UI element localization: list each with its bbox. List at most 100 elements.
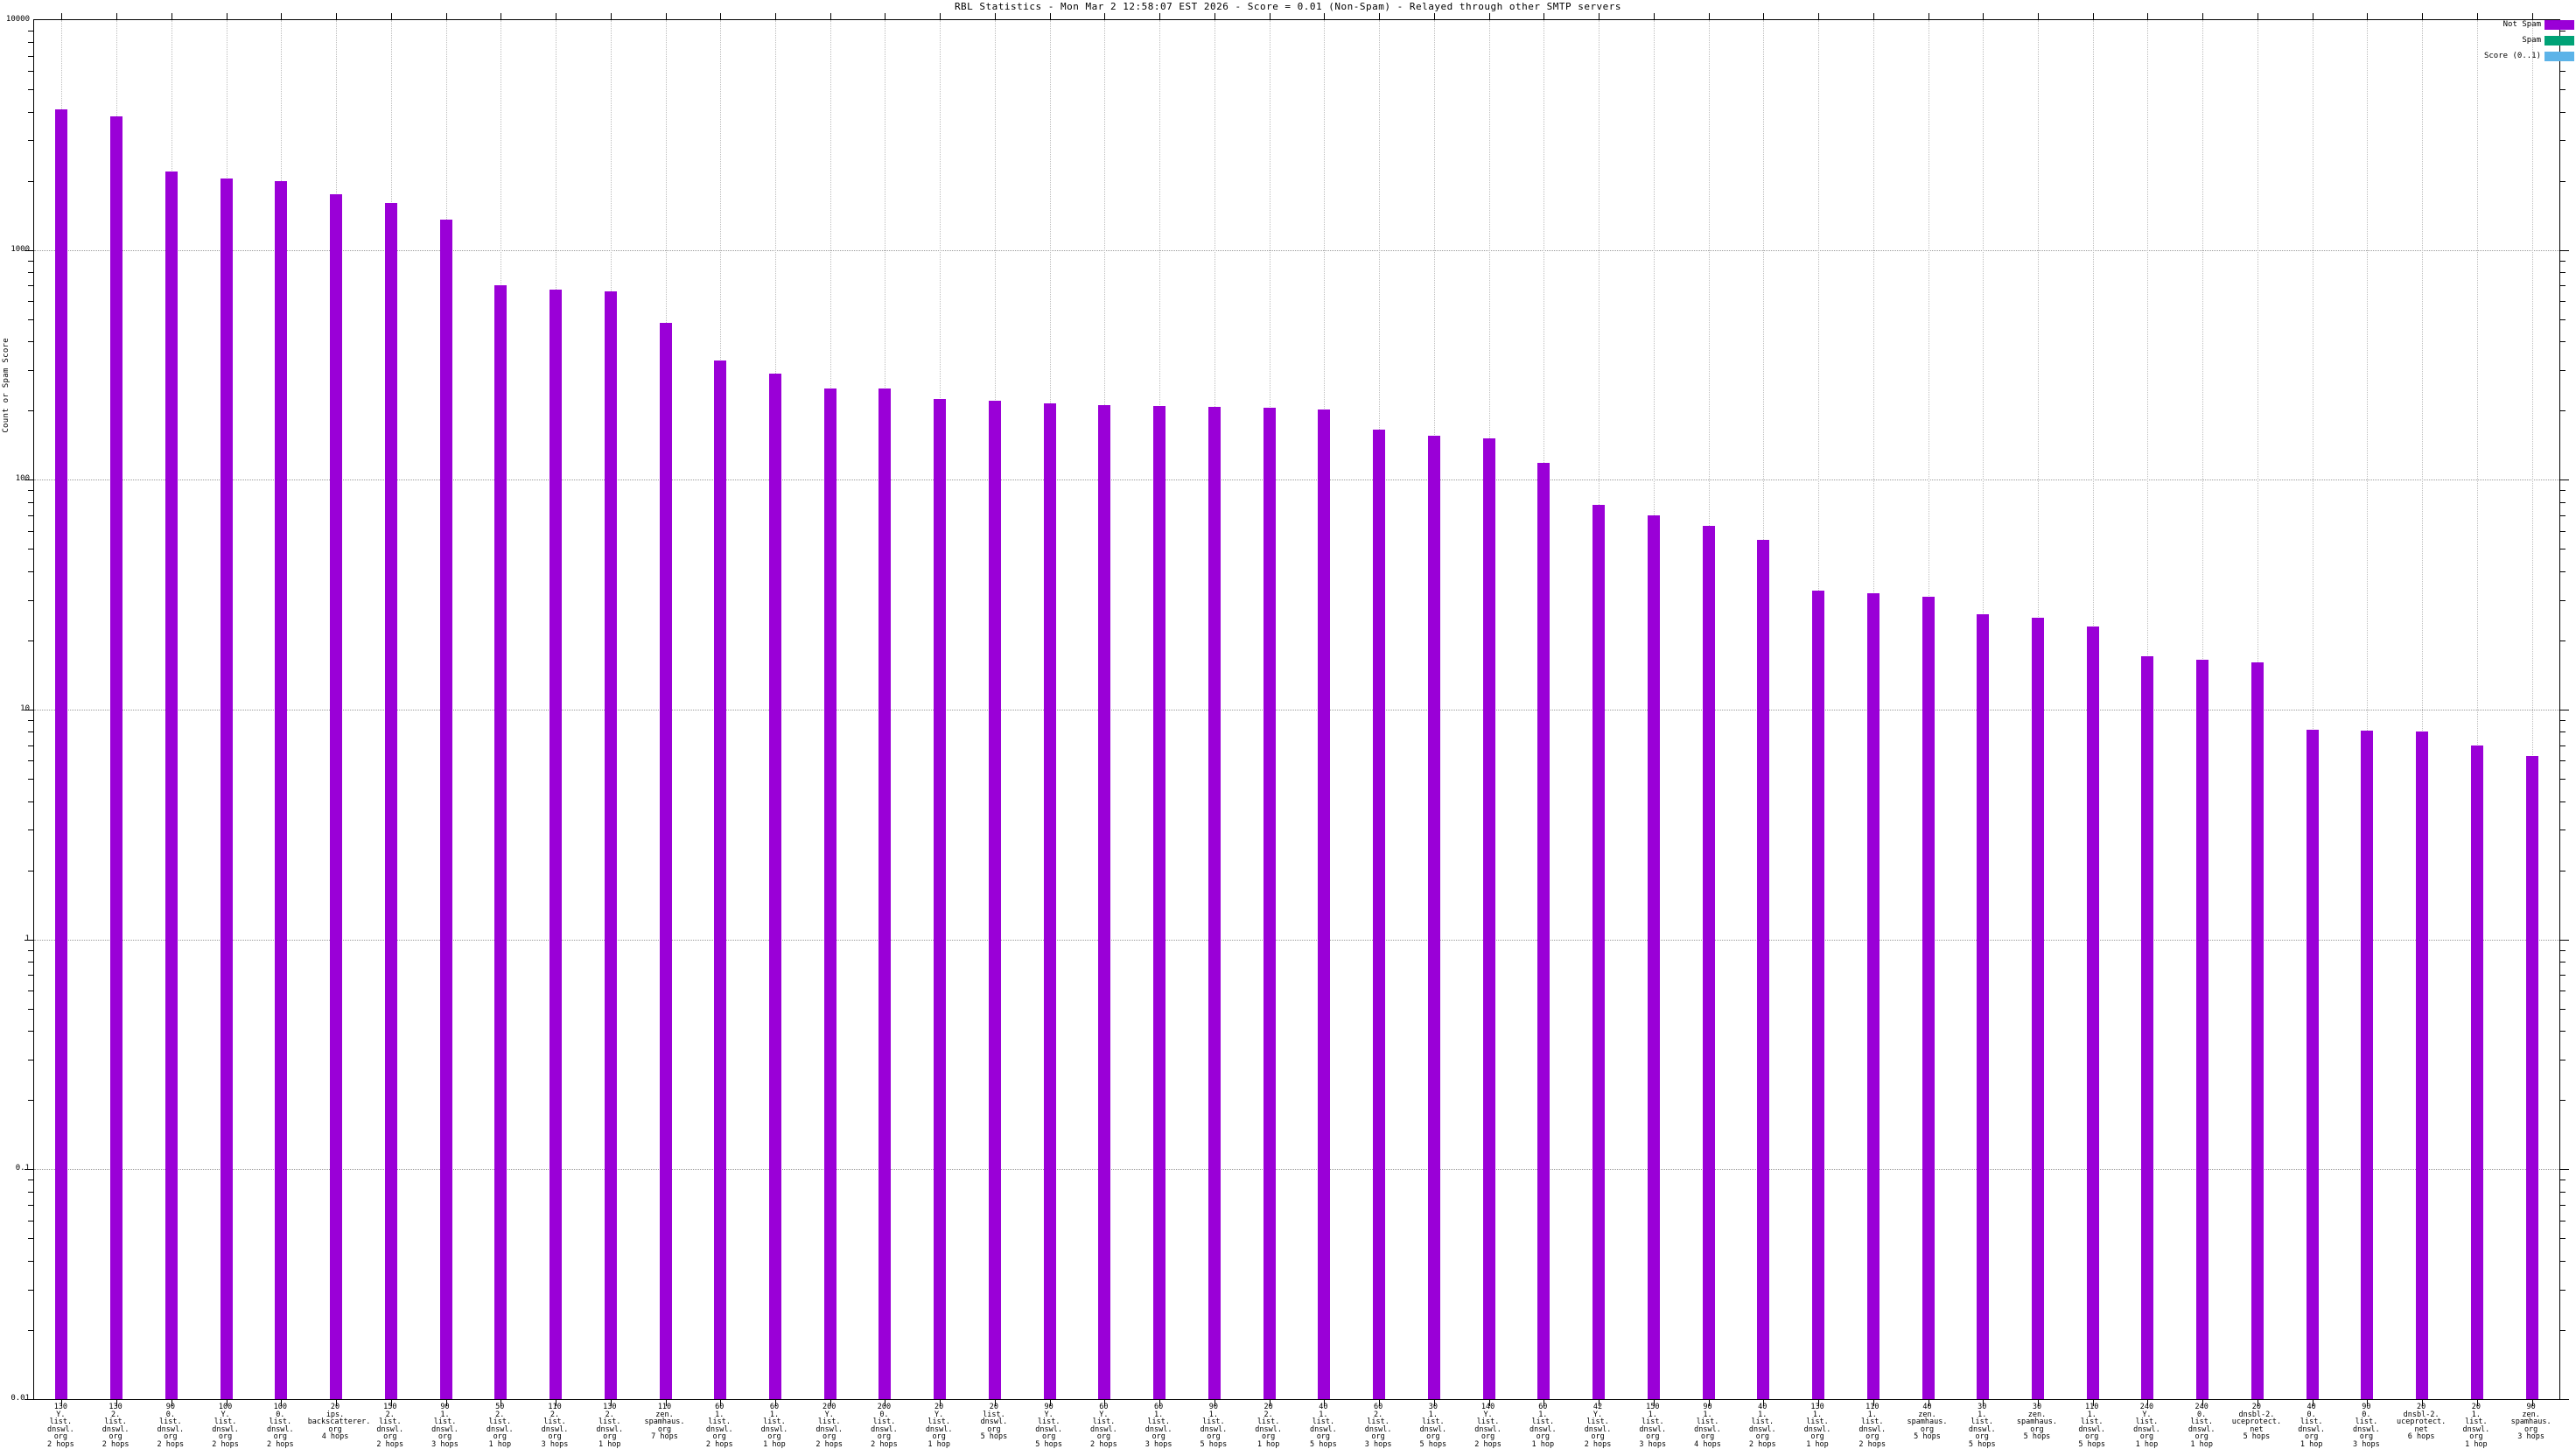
x-axis-tick-bottom — [1599, 1399, 1600, 1406]
y-axis-tick — [28, 410, 34, 412]
bar[interactable] — [2086, 626, 2099, 1399]
bar[interactable] — [2141, 656, 2154, 1399]
bar[interactable] — [1427, 436, 1440, 1399]
x-axis-label-line: org — [1480, 1432, 1495, 1442]
y-axis-tick — [28, 779, 34, 780]
y-axis-tick-right — [2559, 1169, 2569, 1171]
x-axis-label-line: list. — [2355, 1418, 2378, 1427]
x-axis-label-line: list. — [2300, 1418, 2323, 1427]
x-axis-tick-label: 90 0. list. dnswl. org 3 hops — [2339, 1404, 2394, 1449]
x-axis-label-line: 40 — [1922, 1403, 1932, 1411]
bar[interactable] — [55, 108, 68, 1399]
x-axis-tick-bottom — [666, 1399, 667, 1406]
bar[interactable] — [823, 388, 836, 1399]
bar[interactable] — [2196, 659, 2209, 1399]
bar[interactable] — [330, 193, 343, 1399]
x-axis-label-line: org — [1700, 1432, 1715, 1442]
bar[interactable] — [714, 360, 727, 1399]
x-axis-label-line: list. — [1312, 1418, 1335, 1427]
bar[interactable] — [1592, 504, 1606, 1399]
x-axis-tick-label: 20 Y. list. dnswl. org 1 hop — [912, 1404, 967, 1449]
x-axis-label-line: 2 hops — [871, 1439, 898, 1449]
bar[interactable] — [988, 401, 1001, 1399]
bar[interactable] — [1977, 614, 1990, 1399]
bar[interactable] — [164, 171, 178, 1399]
x-axis-label-line: 2 hops — [705, 1439, 733, 1449]
x-axis-label-line: 4 hops — [321, 1432, 349, 1442]
bar[interactable] — [1482, 438, 1495, 1399]
bar[interactable] — [2361, 731, 2374, 1399]
bar[interactable] — [768, 373, 781, 1399]
bar[interactable] — [494, 285, 508, 1399]
x-axis-label-line: 3 hops — [2353, 1439, 2380, 1449]
bar[interactable] — [2250, 662, 2264, 1399]
x-axis-label-line: 20 — [2417, 1403, 2426, 1411]
bar[interactable] — [2416, 732, 2429, 1399]
bar[interactable] — [2306, 729, 2319, 1399]
x-axis-label-line: 2 hops — [1090, 1439, 1117, 1449]
bar[interactable] — [1318, 409, 1331, 1399]
x-axis-label-line: Y. — [2142, 1410, 2152, 1419]
x-axis-label-line: Y. — [1483, 1410, 1493, 1419]
x-axis-tick-label: 200 Y. list. dnswl. org 2 hops — [802, 1404, 857, 1449]
legend-item[interactable]: Score (0..1) — [2480, 51, 2574, 61]
bar[interactable] — [2470, 745, 2483, 1399]
bar[interactable] — [550, 290, 563, 1399]
x-axis-label-line: 5 hops — [980, 1432, 1008, 1442]
bar[interactable] — [384, 203, 397, 1399]
x-axis-label-line: 200 — [877, 1403, 892, 1411]
x-axis-label-line: org — [1536, 1432, 1550, 1442]
gridline-vertical — [2313, 20, 2314, 1399]
bar[interactable] — [1263, 408, 1276, 1399]
y-axis-tick-right — [2559, 1260, 2566, 1262]
bar[interactable] — [1098, 404, 1111, 1399]
bar[interactable] — [1373, 430, 1386, 1399]
x-axis-label-line: org — [273, 1432, 287, 1442]
bar[interactable] — [1866, 593, 1880, 1399]
gridline-vertical — [2477, 20, 2479, 1399]
bar[interactable] — [878, 388, 892, 1399]
bar[interactable] — [2525, 755, 2538, 1399]
bar[interactable] — [220, 178, 233, 1399]
bar[interactable] — [1208, 406, 1221, 1399]
x-axis-label-line: list. — [1202, 1418, 1225, 1427]
bar[interactable] — [2031, 618, 2044, 1399]
y-axis-tick — [28, 1205, 34, 1207]
y-axis-tick — [28, 140, 34, 142]
bar[interactable] — [1922, 596, 1935, 1399]
bar[interactable] — [1702, 526, 1715, 1399]
bar[interactable] — [1537, 463, 1550, 1399]
x-axis-tick-top — [1599, 13, 1600, 20]
x-axis-label-line: 1. — [1703, 1410, 1712, 1419]
y-axis-tick — [28, 1238, 34, 1240]
x-axis-label-line: list. — [1586, 1418, 1609, 1427]
x-axis-label-line: 20 — [1264, 1403, 1273, 1411]
bar[interactable] — [1647, 515, 1660, 1399]
bar[interactable] — [1153, 405, 1166, 1399]
x-axis-label-line: dnswl. — [47, 1424, 74, 1434]
legend-item[interactable]: Spam — [2480, 35, 2574, 46]
bar[interactable] — [1043, 403, 1056, 1399]
x-axis-label-line: 2 hops — [47, 1439, 74, 1449]
bar[interactable] — [439, 220, 452, 1399]
x-axis-label-line: 1 hop — [2300, 1439, 2323, 1449]
bar[interactable] — [275, 180, 288, 1399]
x-axis-label-line: 150 — [383, 1403, 397, 1411]
bar[interactable] — [604, 291, 617, 1399]
x-axis-tick-label: 110 1. list. dnswl. org 2 hops — [1844, 1404, 1900, 1449]
y-axis-tick-right — [2559, 939, 2569, 941]
x-axis-label-line: dnswl. — [2133, 1424, 2160, 1434]
x-axis-label-line: org — [1152, 1432, 1166, 1442]
legend-item[interactable]: Not Spam — [2480, 19, 2574, 30]
bar[interactable] — [1812, 590, 1825, 1399]
bar[interactable] — [110, 116, 123, 1399]
bar[interactable] — [659, 323, 672, 1399]
y-axis-tick-label: 10 — [20, 704, 30, 713]
x-axis-label-line: org — [767, 1432, 781, 1442]
y-axis-tick-label: 100 — [15, 474, 30, 484]
bar[interactable] — [1757, 539, 1770, 1399]
bar[interactable] — [934, 398, 947, 1399]
x-axis-label-line: 1. — [1812, 1410, 1823, 1419]
x-axis-tick-label: 130 1. list. dnswl. org 1 hop — [1790, 1404, 1845, 1449]
x-axis-label-line: 5 hops — [2078, 1439, 2106, 1449]
